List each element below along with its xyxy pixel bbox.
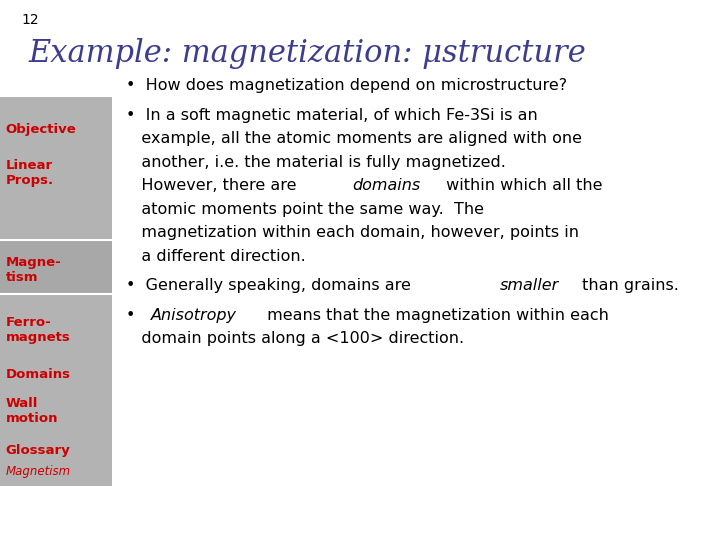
Text: Wall
motion: Wall motion <box>6 397 58 426</box>
Text: domains: domains <box>353 178 421 193</box>
Text: Glossary: Glossary <box>6 444 71 457</box>
Text: smaller: smaller <box>500 278 559 293</box>
Text: 12: 12 <box>22 14 39 28</box>
Bar <box>0 240 112 294</box>
Text: a different direction.: a different direction. <box>126 249 306 264</box>
Text: means that the magnetization within each: means that the magnetization within each <box>262 308 609 323</box>
Text: Magnetism: Magnetism <box>6 465 71 478</box>
Text: another, i.e. the material is fully magnetized.: another, i.e. the material is fully magn… <box>126 155 506 170</box>
Text: than grains.: than grains. <box>577 278 678 293</box>
Text: •  In a soft magnetic material, of which Fe-3Si is an: • In a soft magnetic material, of which … <box>126 108 538 123</box>
Text: domain points along a <100> direction.: domain points along a <100> direction. <box>126 331 464 346</box>
Text: example, all the atomic moments are aligned with one: example, all the atomic moments are alig… <box>126 131 582 146</box>
Text: However, there are: However, there are <box>126 178 302 193</box>
Text: Linear
Props.: Linear Props. <box>6 159 54 187</box>
Text: Objective: Objective <box>6 123 76 136</box>
Text: •  How does magnetization depend on microstructure?: • How does magnetization depend on micro… <box>126 78 567 93</box>
Text: magnetization within each domain, however, points in: magnetization within each domain, howeve… <box>126 225 579 240</box>
Text: within which all the: within which all the <box>441 178 602 193</box>
Text: Magne-
tism: Magne- tism <box>6 256 61 284</box>
Text: Domains: Domains <box>6 368 71 381</box>
Text: Anisotropy: Anisotropy <box>151 308 238 323</box>
Text: •: • <box>126 308 145 323</box>
Text: Example: magnetization: μstructure: Example: magnetization: μstructure <box>29 38 587 69</box>
Bar <box>0 97 112 240</box>
Text: Ferro-
magnets: Ferro- magnets <box>6 316 71 345</box>
Text: •  Generally speaking, domains are: • Generally speaking, domains are <box>126 278 416 293</box>
Text: atomic moments point the same way.  The: atomic moments point the same way. The <box>126 202 484 217</box>
Bar <box>0 294 112 486</box>
